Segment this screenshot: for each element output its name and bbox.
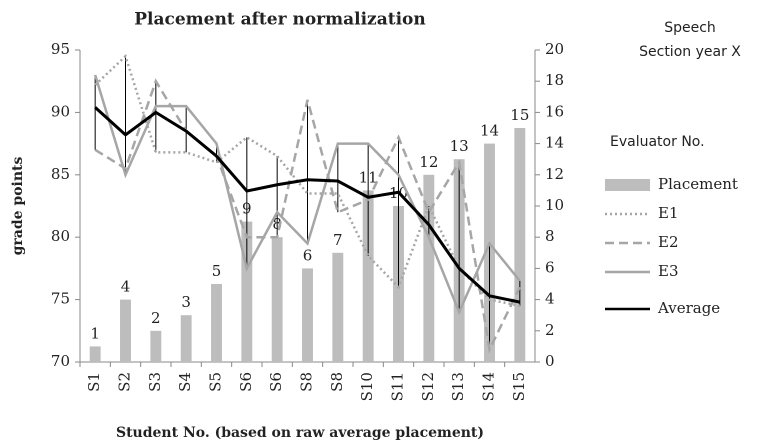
x-axis-title: Student No. (based on raw average placem… [116, 425, 484, 441]
x-tick-label: S10 [358, 372, 376, 401]
value-label: 3 [181, 293, 191, 311]
annotation: Section year X [639, 44, 741, 60]
line [94, 106, 521, 304]
value-label: 13 [450, 137, 469, 155]
legend-title: Evaluator No. [610, 134, 705, 150]
bar [514, 128, 526, 362]
value-label: 15 [510, 106, 529, 124]
bar [362, 190, 374, 362]
line [94, 78, 521, 354]
bar [271, 237, 283, 362]
y2-tick-label: 14 [545, 134, 564, 152]
x-tick-label: S15 [510, 372, 528, 401]
y2-tick-label: 2 [545, 321, 555, 339]
y2-tick-label: 0 [545, 352, 555, 370]
y-tick-label: 95 [51, 40, 70, 58]
value-label: 2 [151, 309, 161, 327]
value-label: 6 [303, 246, 313, 264]
bar [241, 221, 253, 362]
value-label: 1 [90, 324, 100, 342]
bar [211, 284, 222, 362]
legend-label: E1 [658, 204, 679, 222]
legend-label: Average [657, 299, 720, 317]
y-tick-label: 90 [51, 102, 70, 120]
value-label: 7 [333, 231, 343, 249]
x-tick-label: S14 [480, 372, 498, 401]
value-label: 4 [121, 278, 131, 296]
y2-tick-label: 20 [545, 40, 564, 58]
bar [120, 299, 131, 362]
legend-label: E3 [658, 262, 679, 280]
x-tick-label: S2 [116, 372, 134, 392]
bar [423, 174, 435, 362]
x-tick-label: S3 [146, 372, 164, 392]
y-axis-title: grade points [10, 156, 26, 255]
legend-swatch [605, 179, 650, 191]
value-label: 14 [480, 122, 499, 140]
legend-label: Placement [658, 175, 738, 193]
y2-tick-label: 16 [545, 102, 564, 120]
bar [332, 252, 344, 362]
x-tick-label: S6 [267, 372, 285, 392]
x-tick-label: S8 [298, 372, 316, 392]
bar [150, 330, 162, 362]
annotation: Speech [664, 20, 716, 36]
y2-tick-label: 8 [545, 227, 555, 245]
legend-label: E2 [658, 233, 679, 251]
line [93, 74, 521, 316]
x-tick-label: S11 [389, 372, 407, 401]
x-tick-label: S5 [207, 372, 225, 392]
y2-tick-label: 4 [545, 290, 555, 308]
y-tick-label: 85 [51, 165, 70, 183]
value-label: 12 [419, 153, 438, 171]
x-tick-label: S13 [449, 372, 467, 401]
y-tick-label: 80 [51, 227, 70, 245]
y2-tick-label: 12 [545, 165, 564, 183]
value-label: 5 [212, 262, 222, 280]
y-tick-label: 75 [51, 290, 70, 308]
bar [302, 268, 313, 362]
y2-tick-label: 18 [545, 71, 564, 89]
bar [89, 346, 101, 362]
y-tick-label: 70 [51, 352, 70, 370]
x-tick-label: S12 [419, 372, 437, 401]
x-tick-label: S8 [328, 372, 346, 392]
x-tick-label: S1 [85, 372, 103, 392]
y2-tick-label: 10 [545, 196, 564, 214]
chart-title: Placement after normalization [134, 10, 425, 30]
x-tick-label: S6 [237, 372, 255, 392]
x-tick-label: S4 [176, 372, 194, 392]
bar [180, 315, 192, 362]
y2-tick-label: 6 [545, 258, 555, 276]
